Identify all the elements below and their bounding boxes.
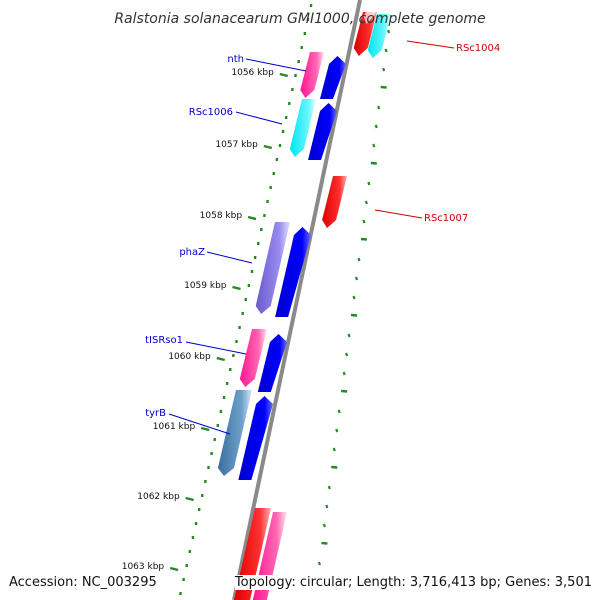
tick-label: 1061 kbp — [153, 422, 196, 432]
gene-tyrb-block — [217, 390, 252, 476]
ruler-dot — [352, 295, 356, 300]
callout-line — [374, 209, 423, 219]
gene-label: phaZ — [179, 247, 205, 258]
gene-label: tyrB — [145, 408, 166, 419]
tick-label: 1059 kbp — [184, 281, 227, 291]
gene-label: nth — [227, 54, 244, 65]
gene-phaz-block — [255, 222, 290, 314]
ruler-dot — [374, 124, 378, 129]
tick-mark — [185, 496, 194, 502]
gene-nth-block — [300, 52, 324, 98]
callout-line — [245, 58, 307, 72]
callout-line — [406, 40, 455, 49]
tick-mark — [263, 144, 273, 150]
ruler-dot — [332, 447, 336, 452]
map-title: Ralstonia solanacearum GMI1000, complete… — [114, 11, 485, 27]
cds-rsc1006-arrow — [308, 103, 337, 160]
ruler-dot — [317, 561, 321, 566]
ruler-dot — [382, 67, 386, 72]
ruler-dot — [367, 181, 371, 186]
gene-rsc1004-block — [367, 14, 391, 58]
cds-phaz-arrow — [275, 227, 311, 317]
tick-mark — [216, 356, 226, 362]
callout-line — [168, 413, 231, 435]
ruler-dot — [341, 389, 348, 393]
gene-label: RSc1004 — [456, 43, 500, 54]
cds-rsc1004-shade — [363, 12, 376, 24]
ruler-dot — [325, 504, 329, 509]
tick-label: 1058 kbp — [200, 211, 243, 221]
accession-text: Accession: NC_003295 — [9, 575, 157, 590]
cds-rsc1004-arrow — [353, 12, 377, 56]
ruler-dot — [370, 161, 377, 165]
gene-callouts: nth RSc1006 phaZ tISRso1 tyrB RSc1004 RSc1007 — [145, 40, 500, 435]
gene-tisrso1-block — [239, 329, 267, 387]
ruler-dot — [345, 352, 349, 357]
backbone-line — [232, 0, 362, 600]
tick-mark — [279, 72, 289, 78]
ruler-inner-dotted — [179, 3, 313, 596]
callout-line — [185, 341, 247, 355]
ruler-dot — [357, 257, 361, 262]
ruler-dot — [327, 485, 331, 490]
ruler-dot — [362, 219, 366, 224]
cds-tisrso1-arrow — [257, 334, 287, 392]
gene-label: RSc1006 — [189, 107, 233, 118]
ruler-dot — [372, 143, 376, 148]
tick-label: 1056 kbp — [231, 68, 274, 78]
ruler-dot — [350, 313, 358, 317]
ruler-dot — [321, 541, 328, 545]
topology-summary: Topology: circular; Length: 3,716,413 bp… — [234, 575, 592, 590]
callout-line — [206, 251, 253, 264]
ruler-dot — [331, 465, 338, 469]
tick-mark — [200, 426, 210, 432]
ruler-dot — [384, 48, 388, 53]
gene-label: tISRso1 — [145, 335, 183, 346]
ruler-dot — [337, 409, 341, 414]
tick-labels: 1056 kbp 1057 kbp 1058 kbp 1059 kbp 1060 kbp… — [122, 68, 289, 572]
cds-nth-arrow — [319, 56, 346, 99]
tick-label: 1062 kbp — [137, 492, 180, 502]
ruler-dot — [380, 85, 387, 89]
cds-rsc1007-arrow — [322, 176, 347, 228]
tick-mark — [169, 566, 179, 572]
cds-tyrb-arrow — [238, 396, 273, 480]
tick-label: 1060 kbp — [168, 352, 211, 362]
ruler-dot — [322, 523, 326, 528]
ruler-dot — [335, 428, 339, 433]
gene-label: RSc1007 — [424, 213, 468, 224]
ruler-dot — [360, 237, 368, 241]
callout-line — [235, 111, 283, 125]
gene-rsc1006-block — [289, 99, 316, 157]
tick-mark — [232, 285, 241, 291]
tick-label: 1057 kbp — [215, 140, 258, 150]
tick-mark — [247, 215, 257, 221]
gene-features — [217, 12, 391, 600]
ruler-dot — [364, 200, 368, 205]
ruler-dot — [342, 371, 346, 376]
ruler-dot — [347, 333, 351, 338]
tick-label: 1063 kbp — [122, 562, 165, 572]
ruler-dot — [377, 105, 381, 110]
ruler-dot — [387, 29, 391, 34]
ruler-dot — [354, 276, 359, 281]
